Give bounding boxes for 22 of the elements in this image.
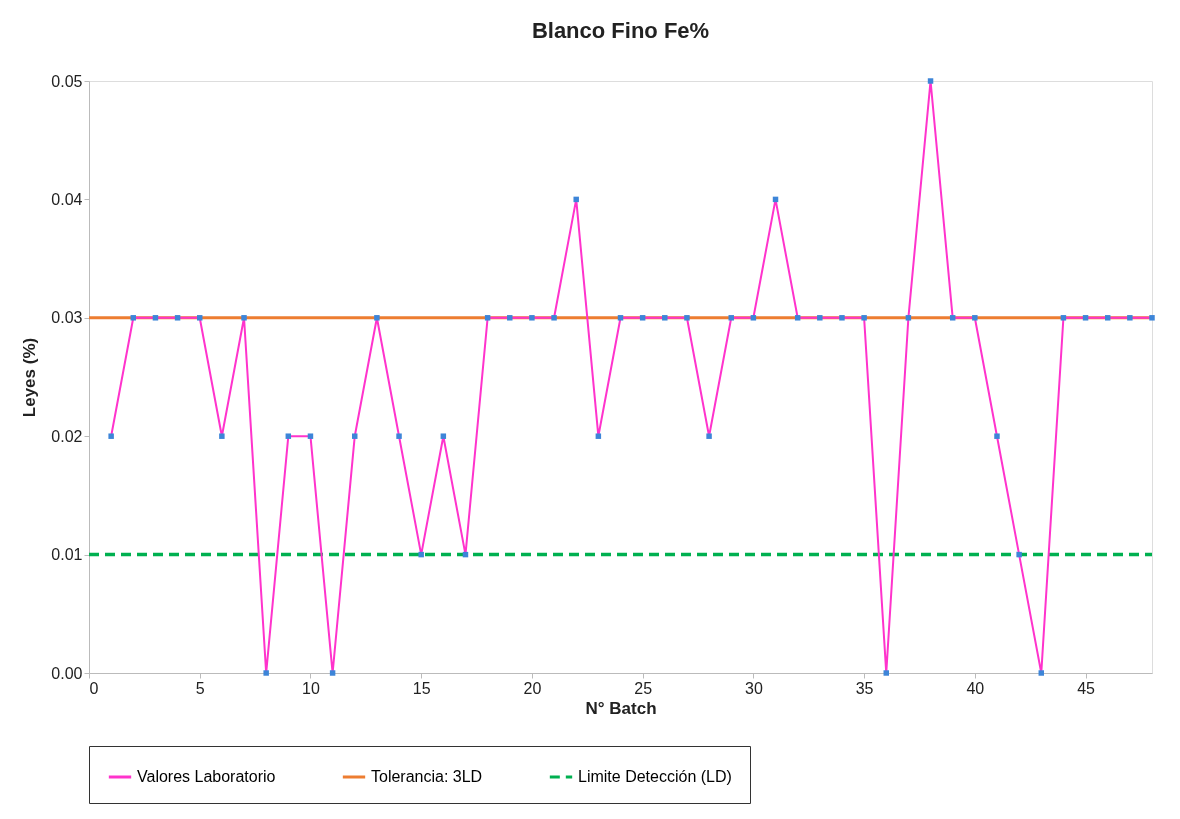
x-tick-label: 40 [966, 679, 985, 697]
legend-label: Limite Detección (LD) [578, 768, 732, 785]
x-tick-label: 10 [302, 679, 320, 697]
x-tick-label: 20 [523, 679, 542, 697]
x-tick-label: 45 [1077, 679, 1096, 697]
y-tick-label: 0.04 [51, 190, 83, 208]
y-tick-label: 0.02 [51, 427, 83, 445]
x-tick-label: 30 [744, 679, 763, 697]
x-tick-label: 0 [89, 679, 99, 697]
x-tick-label: 35 [855, 679, 874, 697]
y-axis-title: Leyes (%) [20, 337, 40, 418]
chart-title: Blanco Fino Fe% [531, 18, 710, 43]
legend-label: Tolerancia: 3LD [371, 768, 483, 785]
x-tick-label: 25 [634, 679, 653, 697]
y-tick-label: 0.05 [51, 72, 83, 90]
y-tick-label: 0.03 [51, 309, 83, 327]
x-tick-label: 5 [195, 679, 205, 697]
x-axis-title: N° Batch [585, 698, 657, 718]
y-tick-label: 0.00 [51, 664, 83, 682]
x-tick-label: 15 [412, 679, 431, 697]
legend-label: Valores Laboratorio [137, 768, 276, 785]
y-tick-label: 0.01 [51, 546, 83, 564]
